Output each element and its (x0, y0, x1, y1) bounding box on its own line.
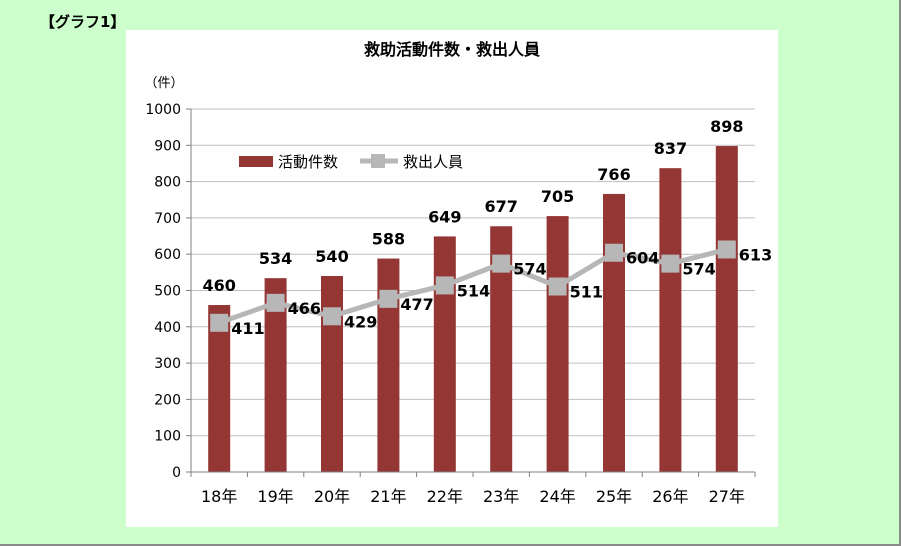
y-tick-label: 1000 (145, 102, 181, 118)
x-tick-label: 27年 (709, 487, 745, 506)
line-marker (323, 307, 341, 326)
x-tick-label: 20年 (314, 487, 350, 506)
line-labels: 411 466 429 477 514 574 511 604 574 613 (231, 245, 772, 337)
y-axis-unit: （件） (144, 76, 183, 91)
x-tick-label: 22年 (427, 487, 463, 506)
legend-swatch-bar (239, 156, 273, 167)
line-data-label: 514 (457, 281, 490, 300)
y-tick-label: 100 (154, 429, 181, 445)
y-axis: 0 100 200 300 400 500 600 700 800 900 1000 (145, 102, 192, 481)
bar (659, 168, 682, 472)
line-marker (210, 313, 229, 332)
y-tick-label: 200 (154, 392, 181, 408)
line-data-label: 477 (400, 295, 433, 314)
x-tick-label: 25年 (596, 487, 632, 506)
line-marker (492, 254, 511, 273)
section-label: 【グラフ1】 (40, 13, 126, 31)
x-tick-label: 26年 (652, 487, 688, 506)
y-tick-label: 400 (154, 320, 181, 336)
x-tick-label: 19年 (257, 487, 293, 506)
bar-data-label: 705 (541, 187, 574, 206)
bar-data-label: 649 (428, 207, 461, 226)
bar-data-label: 898 (710, 117, 743, 136)
line-series (210, 240, 736, 332)
line-data-label: 511 (570, 283, 603, 302)
bar (603, 193, 625, 472)
line-data-label: 574 (513, 260, 546, 279)
line-marker (548, 277, 567, 296)
line-marker (661, 254, 680, 273)
line-marker (717, 240, 736, 259)
bar (490, 226, 513, 472)
bar (208, 305, 231, 472)
line-marker (379, 289, 398, 308)
y-tick-label: 600 (154, 247, 181, 263)
x-tick-label: 23年 (483, 487, 519, 506)
x-tick-label: 24年 (539, 487, 575, 506)
bar-data-label: 460 (202, 276, 235, 295)
line-data-label: 604 (626, 249, 659, 268)
bar (264, 278, 287, 472)
bar-data-label: 540 (315, 247, 348, 266)
bar (715, 146, 738, 472)
line-marker (266, 293, 285, 312)
x-axis: 18年 19年 20年 21年 22年 23年 24年 25年 26年 27年 (190, 471, 756, 506)
chart-title: 救助活動件数・救出人員 (364, 40, 540, 59)
bar-data-label: 534 (259, 249, 292, 268)
y-tick-label: 300 (154, 356, 181, 372)
bar (321, 275, 343, 472)
frame-border-right (899, 0, 901, 546)
bar-labels: 460 534 540 588 649 677 705 766 837 898 (202, 117, 743, 295)
bar (433, 236, 456, 472)
line-path (218, 247, 728, 326)
bar-data-label: 837 (654, 139, 687, 158)
line-data-label: 429 (344, 312, 377, 331)
bar-data-label: 677 (484, 197, 517, 216)
line-marker (605, 243, 623, 262)
x-tick-label: 21年 (370, 487, 406, 506)
y-tick-label: 700 (154, 211, 181, 227)
legend-marker-line (371, 154, 385, 168)
bar (377, 258, 400, 472)
x-tick-label: 18年 (201, 487, 237, 506)
line-marker (435, 276, 454, 295)
line-data-label: 466 (288, 299, 321, 318)
bar-data-label: 766 (597, 165, 630, 184)
y-tick-label: 500 (154, 284, 181, 300)
y-tick-label: 900 (154, 138, 181, 154)
line-data-label: 613 (739, 245, 772, 264)
y-tick-label: 800 (154, 175, 181, 191)
legend: 活動件数 救出人員 (239, 153, 463, 171)
line-data-label: 574 (682, 260, 715, 279)
legend-label-bar: 活動件数 (278, 153, 338, 171)
y-tick-label: 0 (172, 465, 181, 481)
frame-border-bottom (0, 544, 901, 546)
bar (546, 216, 569, 472)
line-data-label: 411 (231, 319, 264, 338)
legend-label-line: 救出人員 (403, 153, 463, 171)
bar-data-label: 588 (372, 230, 405, 249)
